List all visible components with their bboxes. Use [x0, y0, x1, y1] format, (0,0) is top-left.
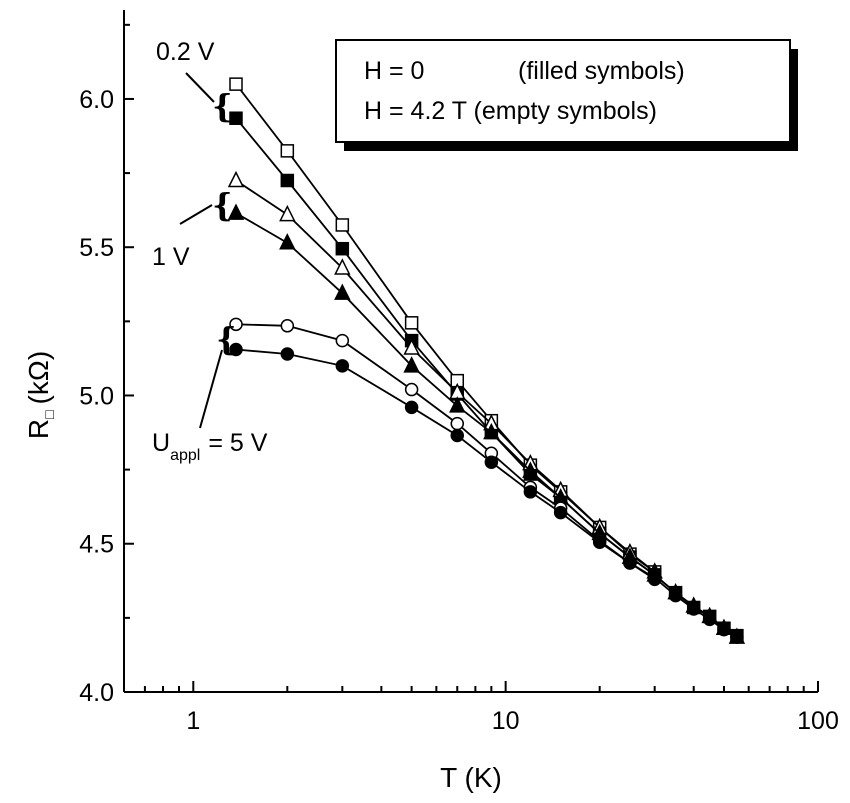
data-point-circle [229, 317, 243, 332]
legend-line2: H = 4.2 T (empty symbols) [364, 97, 657, 125]
data-point-square [280, 144, 295, 158]
legend-line1-left: H = 0 [364, 57, 424, 85]
data-point-circle [668, 588, 683, 603]
y-axis-title-sub: □ [41, 410, 57, 419]
data-point-circle [450, 428, 465, 443]
data-point-square [229, 77, 243, 91]
series-2-triangle-empty [227, 170, 663, 579]
brace-5v: { [216, 320, 237, 358]
legend-box: H = 0 (filled symbols) H = 4.2 T (empty … [335, 39, 798, 151]
data-point-square [280, 173, 295, 188]
data-point-circle [717, 622, 731, 637]
data-point-square [229, 111, 243, 125]
x-tick-label: 100 [797, 707, 839, 735]
data-point-circle [335, 359, 350, 373]
data-point-triangle [227, 170, 245, 188]
x-axis-title: T (K) [440, 762, 502, 793]
data-point-triangle [483, 422, 500, 440]
data-point-circle [404, 382, 419, 397]
series-line [235, 323, 656, 581]
y-tick-label: 4.5 [79, 531, 114, 559]
y-axis-title: R□ (kΩ) [23, 351, 57, 439]
y-axis-title-unit: (kΩ) [23, 351, 54, 405]
data-point-circle [280, 319, 295, 333]
voltage-annotations: 0.2 V { { 1 V { Uappl = 5 V [152, 38, 268, 464]
annotation-u-appl: Uappl = 5 V [152, 429, 268, 464]
y-tick-label: 5.0 [79, 382, 114, 410]
data-point-circle [404, 400, 419, 415]
annotation-1v-leader [179, 204, 213, 225]
annotation-u-rest: = 5 V [208, 429, 267, 457]
series-line [235, 179, 656, 573]
data-point-circle [553, 505, 568, 520]
data-point-circle [702, 612, 717, 627]
x-tick-label: 10 [492, 707, 520, 735]
axes-frame [123, 10, 818, 693]
annotation-1v: 1 V [152, 243, 190, 271]
data-point-square [404, 316, 419, 330]
series-line [235, 212, 738, 638]
y-axis-title-main: R [23, 419, 54, 439]
series-line [235, 117, 738, 637]
brace-0-2v: { [212, 87, 233, 125]
legend-line1-right: (filled symbols) [518, 57, 685, 85]
data-point-triangle [227, 203, 245, 220]
data-point-square [335, 241, 350, 256]
annotation-0-2v: 0.2 V [156, 38, 215, 66]
axis-ticks: 4.0 4.5 5.0 5.5 6.0 1 10 100 [79, 23, 839, 735]
data-point-triangle [279, 204, 296, 222]
data-point-triangle [449, 396, 466, 413]
data-point-circle [623, 556, 637, 570]
data-point-circle [280, 347, 295, 361]
data-point-triangle [279, 233, 296, 250]
x-tick-label: 1 [186, 707, 200, 735]
y-tick-label: 4.0 [79, 679, 114, 707]
annotation-5v-leader [199, 349, 223, 429]
data-point-circle [450, 416, 465, 431]
data-point-triangle [522, 461, 539, 478]
y-tick-label: 6.0 [79, 86, 114, 114]
data-point-square [335, 218, 350, 232]
series-line [235, 348, 738, 638]
data-point-circle [229, 342, 243, 357]
annotation-u-main: U [152, 429, 170, 457]
data-point-circle [592, 535, 607, 550]
data-series [227, 77, 746, 644]
data-point-triangle [403, 356, 420, 373]
annotation-0-2v-leader [185, 72, 215, 103]
data-point-circle [484, 455, 499, 469]
data-point-triangle [334, 258, 351, 275]
data-point-triangle [334, 283, 351, 300]
legend-frame [335, 39, 791, 143]
brace-1v: { [212, 186, 233, 224]
data-point-triangle [403, 338, 420, 355]
data-point-circle [523, 485, 538, 499]
data-point-circle [647, 571, 662, 585]
annotation-u-sub: appl [170, 447, 200, 464]
data-point-circle [335, 333, 350, 348]
series-5-circle-filled [229, 342, 744, 644]
data-point-circle [686, 602, 701, 616]
series-1-square-filled [229, 111, 744, 643]
y-tick-label: 5.5 [79, 234, 114, 262]
data-point-circle [730, 630, 744, 644]
